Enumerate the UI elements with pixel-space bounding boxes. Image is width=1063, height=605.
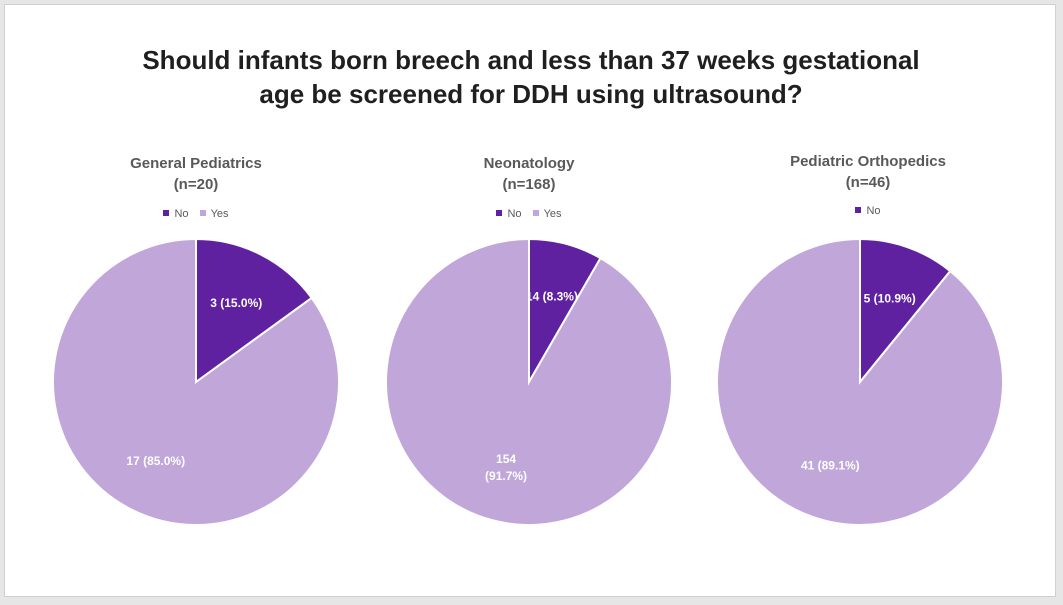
chart-title-line-1: Should infants born breech and less than…: [142, 45, 920, 75]
pie-neonatology: 14 (8.3%) 154 (91.7%): [385, 237, 673, 526]
pie-general-pediatrics-legend: No Yes: [56, 207, 336, 221]
legend-label: Yes: [210, 208, 229, 220]
legend-swatch-yes: [199, 210, 206, 217]
pie-pediatric-orthopedics-title: Pediatric Orthopedics (n=46): [728, 151, 1008, 193]
slice-label-yes: 41 (89.1%): [801, 459, 860, 473]
pie-subtitle-text: (n=168): [502, 176, 556, 193]
pie-slice-no: [859, 237, 952, 385]
legend-item-yes: Yes: [199, 207, 229, 221]
legend-item-no: No: [163, 207, 189, 221]
legend-item-no: No: [855, 204, 881, 218]
legend-swatch-no: [163, 210, 170, 217]
chart-title-line-2: age be screened for DDH using ultrasound…: [259, 79, 803, 109]
pie-subtitle-text: (n=20): [173, 176, 219, 193]
slice-label-line: 5 (10.9%): [864, 291, 916, 305]
pie-title-text: General Pediatrics: [130, 155, 262, 172]
pie-general-pediatrics: 3 (15.0%) 17 (85.0%): [52, 237, 340, 526]
legend-label: No: [174, 208, 189, 220]
pie-slice-yes: [385, 237, 673, 526]
slice-label-no: 14 (8.3%): [526, 289, 578, 303]
pie-subtitle-text: (n=46): [845, 174, 891, 191]
legend-label: No: [507, 208, 522, 220]
chart-title: Should infants born breech and less than…: [5, 43, 1057, 111]
pie-title-text: Neonatology: [483, 155, 575, 172]
slice-label-line: (91.7%): [485, 469, 527, 483]
pie-neonatology-title: Neonatology (n=168): [389, 153, 669, 195]
slice-label-yes: 154 (91.7%): [485, 452, 527, 483]
pie-neonatology-legend: No Yes: [389, 207, 669, 221]
legend-label: No: [866, 205, 881, 217]
pie-slice-yes: [52, 237, 340, 526]
slice-label-line: 14 (8.3%): [526, 289, 578, 303]
legend-swatch-no: [855, 207, 862, 214]
slice-label-line: 17 (85.0%): [126, 454, 185, 468]
pie-pediatric-orthopedics-legend: No: [728, 204, 1008, 218]
pie-general-pediatrics-title: General Pediatrics (n=20): [56, 153, 336, 195]
legend-swatch-no: [496, 210, 503, 217]
slice-label-line: 41 (89.1%): [801, 459, 860, 473]
slide: Should infants born breech and less than…: [4, 4, 1056, 597]
slice-label-line: 3 (15.0%): [210, 296, 262, 310]
pie-title-text: Pediatric Orthopedics: [790, 153, 946, 170]
slice-label-no: 3 (15.0%): [210, 296, 262, 310]
slice-label-yes: 17 (85.0%): [126, 454, 185, 468]
pie-slice-no: [195, 237, 314, 384]
pie-slice-yes: [716, 237, 1004, 526]
pie-charts: 3 (15.0%) 17 (85.0%) 14 (8.3%) 154 (91.7%) 5 …: [52, 237, 1004, 526]
legend-label: Yes: [543, 208, 562, 220]
legend-swatch-yes: [532, 210, 539, 217]
pie-pediatric-orthopedics: 5 (10.9%) 41 (89.1%): [716, 237, 1004, 526]
legend-item-yes: Yes: [532, 207, 562, 221]
slice-label-line: 154: [496, 452, 516, 466]
legend-item-no: No: [496, 207, 522, 221]
slice-label-no: 5 (10.9%): [864, 291, 916, 305]
